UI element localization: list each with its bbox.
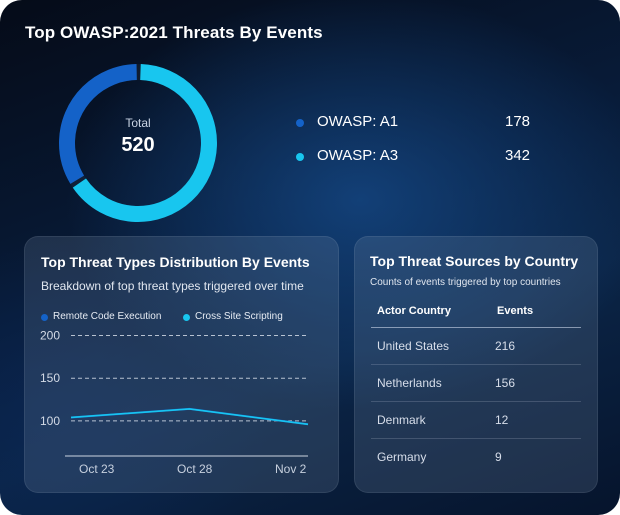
column-header-country[interactable]: Actor Country	[377, 305, 451, 317]
threat-types-title: Top Threat Types Distribution By Events	[41, 254, 310, 270]
page-title: Top OWASP:2021 Threats By Events	[25, 23, 323, 42]
series-line-rce[interactable]	[70, 407, 309, 426]
table-row[interactable]: Denmark 12	[371, 402, 581, 439]
x-tick-label: Oct 28	[177, 462, 213, 476]
table-header: Actor Country Events	[371, 301, 581, 328]
series-dot-rce	[41, 314, 48, 321]
events-donut-chart	[58, 63, 217, 222]
series-legend-xss[interactable]: Cross Site Scripting	[183, 311, 303, 325]
total-label: Total	[125, 116, 151, 130]
legend-value-a1: 178	[505, 113, 531, 130]
donut-segment-a1[interactable]	[58, 63, 217, 222]
legend-name-a1: OWASP: A1	[317, 113, 399, 130]
threat-types-subtitle: Breakdown of top threat types triggered …	[41, 279, 304, 293]
country-cell: United States	[377, 339, 450, 353]
series-label-rce: Remote Code Execution	[53, 311, 162, 322]
donut-center: Total 520	[57, 62, 219, 224]
x-tick-label: Nov 2	[275, 462, 307, 476]
y-tick-label: 200	[40, 329, 60, 343]
y-tick-label: 150	[40, 371, 60, 385]
series-dot-xss	[183, 314, 190, 321]
series-label-xss: Cross Site Scripting	[195, 311, 283, 322]
table-row[interactable]: Netherlands 156	[371, 365, 581, 402]
threat-sources-subtitle: Counts of events triggered by top countr…	[370, 277, 561, 288]
country-table: Actor Country Events United States 216 N…	[371, 301, 581, 475]
events-cell: 156	[495, 376, 516, 390]
events-cell: 216	[495, 339, 516, 353]
y-tick-label: 100	[40, 414, 60, 428]
events-cell: 9	[495, 450, 502, 464]
table-row[interactable]: Germany 9	[371, 439, 581, 475]
events-cell: 12	[495, 413, 509, 427]
country-cell: Denmark	[377, 413, 426, 427]
legend-item-a1[interactable]: OWASP: A1 178	[296, 113, 536, 133]
column-header-events[interactable]: Events	[497, 305, 534, 317]
series-line-xss[interactable]	[70, 408, 309, 426]
legend-dot-a3	[296, 153, 304, 161]
legend-item-a3[interactable]: OWASP: A3 342	[296, 147, 536, 167]
legend-dot-a1	[296, 119, 304, 127]
legend-name-a3: OWASP: A3	[317, 147, 399, 164]
country-cell: Germany	[377, 450, 427, 464]
table-row[interactable]: United States 216	[371, 328, 581, 365]
legend-value-a3: 342	[505, 147, 531, 164]
threat-types-card: Top Threat Types Distribution By Events …	[24, 236, 339, 493]
x-tick-label: Oct 23	[79, 462, 115, 476]
country-cell: Netherlands	[377, 376, 442, 390]
series-legend-rce[interactable]: Remote Code Execution	[41, 311, 181, 325]
total-value: 520	[121, 134, 155, 156]
threat-line-chart: 200 150 100 Oct 23 Oct 28 Nov 2	[40, 329, 309, 476]
threat-sources-card: Top Threat Sources by Country Counts of …	[354, 236, 598, 493]
threat-sources-title: Top Threat Sources by Country	[370, 253, 579, 269]
